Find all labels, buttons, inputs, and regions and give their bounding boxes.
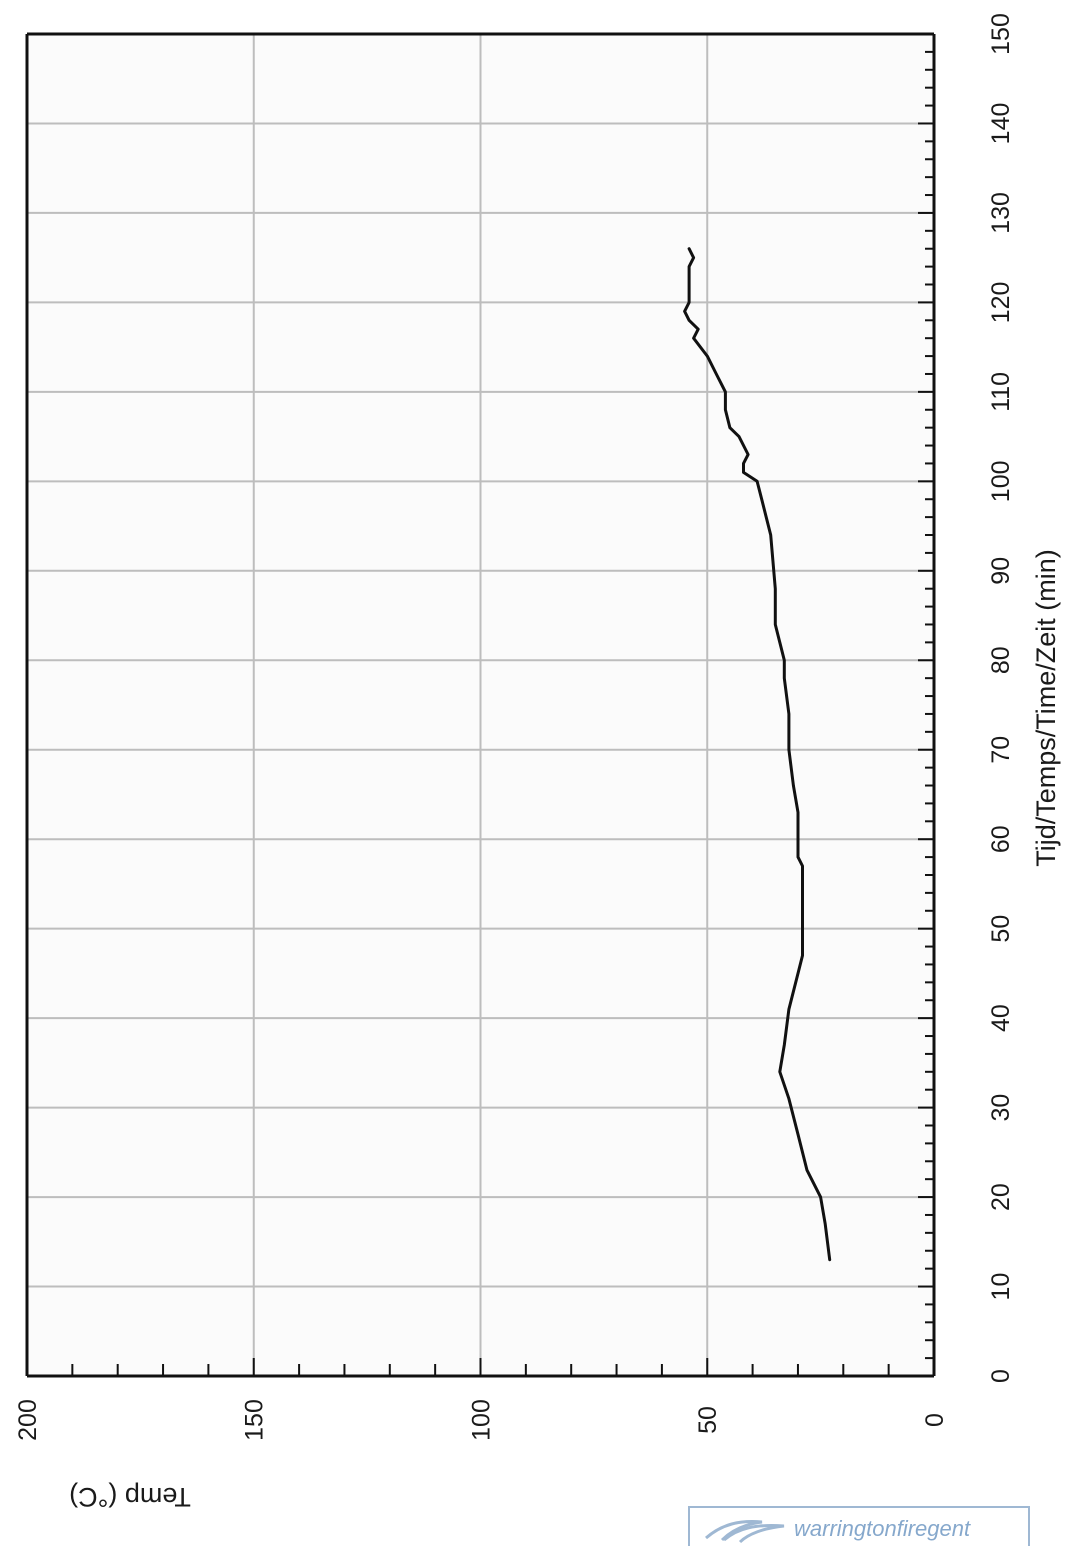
- tick-label-temp-150: 150: [241, 1399, 269, 1441]
- plot-frame: [25, 32, 936, 1378]
- logo-swoosh-icon: [705, 1520, 785, 1544]
- tick-label-temp-200: 200: [14, 1399, 42, 1441]
- logo-badge: warringtonfiregent: [688, 1506, 1030, 1546]
- series-line-0: [683, 247, 832, 1262]
- tick-label-time-140: 140: [987, 103, 1015, 145]
- tick-label-temp-0: 0: [921, 1413, 949, 1427]
- tick-labels: 0 10 20 30 40 50 60 70 80 90 100 110 120 130 140 150 0 50…: [14, 13, 1015, 1441]
- tick-label-time-110: 110: [987, 372, 1015, 412]
- series-layer: [683, 247, 832, 1262]
- tick-label-time-80: 80: [987, 646, 1015, 674]
- tick-label-time-50: 50: [987, 915, 1015, 943]
- tick-label-temp-100: 100: [467, 1399, 495, 1441]
- tick-label-time-30: 30: [987, 1094, 1015, 1122]
- tick-label-time-100: 100: [987, 460, 1015, 502]
- y-axis-title: Temp (°C): [69, 1482, 191, 1512]
- tick-label-time-90: 90: [987, 557, 1015, 585]
- x-axis-title: Tijd/Temps/Time/Zeit (min): [1031, 549, 1061, 867]
- logo-text: warringtonfiregent: [794, 1516, 971, 1541]
- tick-label-time-0: 0: [987, 1369, 1015, 1383]
- tick-label-time-10: 10: [987, 1273, 1015, 1301]
- tick-label-time-20: 20: [987, 1183, 1015, 1211]
- tick-label-time-70: 70: [987, 736, 1015, 764]
- tick-label-time-150: 150: [987, 13, 1015, 55]
- tick-label-time-120: 120: [987, 282, 1015, 324]
- tick-label-time-40: 40: [987, 1004, 1015, 1032]
- tick-label-time-60: 60: [987, 825, 1015, 853]
- tick-label-time-130: 130: [987, 192, 1015, 234]
- tick-label-temp-50: 50: [694, 1406, 722, 1434]
